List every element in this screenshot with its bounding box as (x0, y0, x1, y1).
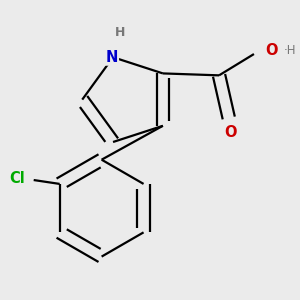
Text: H: H (115, 26, 125, 38)
Text: O: O (265, 44, 277, 59)
Text: Cl: Cl (9, 171, 25, 186)
Text: O: O (224, 125, 237, 140)
Text: N: N (106, 50, 118, 65)
Text: ·H: ·H (284, 44, 296, 57)
